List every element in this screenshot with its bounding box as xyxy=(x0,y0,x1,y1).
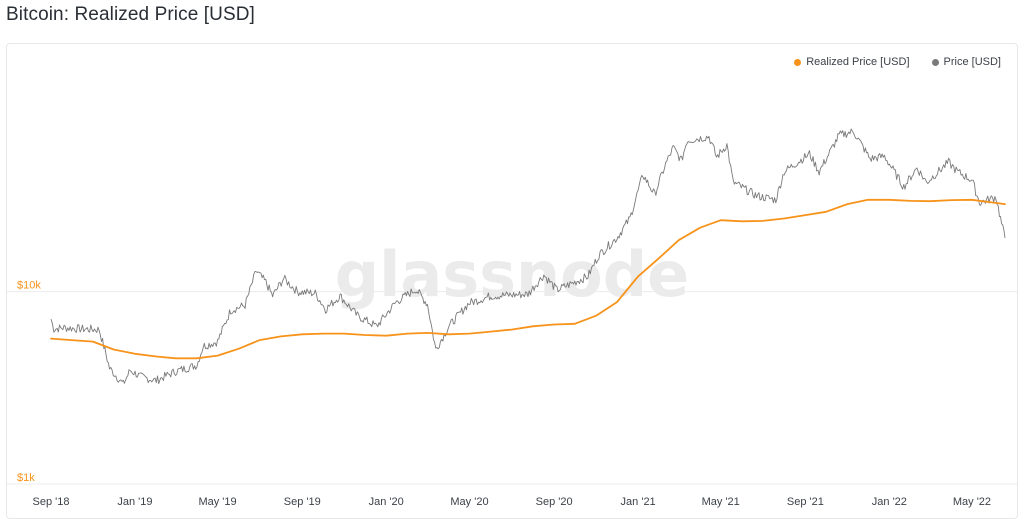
x-tick-label: Jan '19 xyxy=(117,496,152,508)
legend-item-price[interactable]: Price [USD] xyxy=(931,56,1001,68)
x-tick-label: Sep '21 xyxy=(787,496,824,508)
x-tick-label: Jan '20 xyxy=(369,496,404,508)
legend-dot-realized-icon xyxy=(794,58,802,66)
legend-label-realized-price: Realized Price [USD] xyxy=(806,56,910,68)
grid-layer xyxy=(7,291,1017,485)
x-tick-label: May '21 xyxy=(702,496,740,508)
chart-svg[interactable]: glassnode $1k$10k Sep '18 Jan '19 May '19 S… xyxy=(7,44,1017,518)
watermark: glassnode xyxy=(335,238,689,311)
x-tick-label: May '19 xyxy=(198,496,236,508)
series-layer xyxy=(50,128,1006,385)
x-tick-label: Sep '20 xyxy=(536,496,573,508)
y-tick-label: $10k xyxy=(17,280,41,292)
legend-dot-price-icon xyxy=(931,58,939,66)
legend-item-realized-price[interactable]: Realized Price [USD] xyxy=(794,56,910,68)
legend-label-price: Price [USD] xyxy=(943,56,1001,68)
x-tick-label: May '20 xyxy=(450,496,488,508)
x-tick-label: Sep '19 xyxy=(284,496,321,508)
x-tick-label: Jan '21 xyxy=(621,496,656,508)
chart-card: glassnode $1k $10k Sep '18 Jan '19 May '19 S… xyxy=(6,43,1018,519)
legend: Realized Price [USD] Price [USD] xyxy=(794,56,1001,68)
series-line-price xyxy=(50,128,1006,385)
y-tick-label: $1k xyxy=(17,472,35,484)
x-tick-label: Jan '22 xyxy=(872,496,907,508)
y-axis: $1k $10k xyxy=(17,280,41,484)
x-tick-label: May '22 xyxy=(953,496,991,508)
page-title: Bitcoin: Realized Price [USD] xyxy=(6,4,255,25)
x-tick-label: Sep '18 xyxy=(33,496,70,508)
x-axis: Sep '18 Jan '19 May '19 Sep '19 Jan '20 May '… xyxy=(33,496,992,508)
series-line-realized-price xyxy=(50,198,1006,360)
